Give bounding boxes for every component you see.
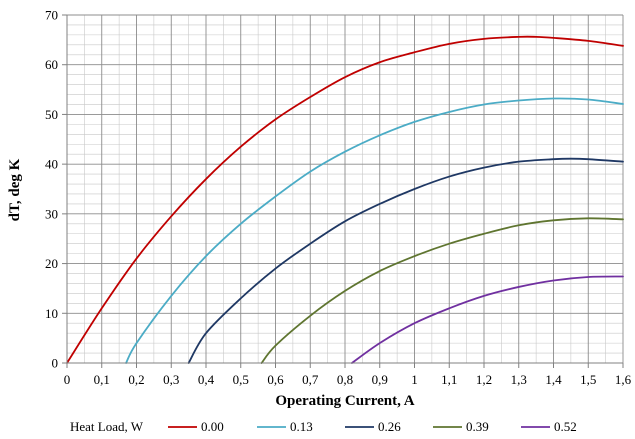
legend-label-0-00: 0.00	[201, 419, 224, 434]
legend-title: Heat Load, W	[70, 419, 144, 434]
x-tick-labels: 0 0,1 0,2 0,3 0,4 0,5 0,6 0,7 0,8 0,9 1 1,1 1,2 1,3 1,…	[64, 372, 632, 387]
y-tick-label: 40	[45, 157, 58, 172]
y-tick-labels: 0 10 20 30 40 50 60 70	[45, 8, 58, 371]
x-tick-label: 0,8	[337, 372, 353, 387]
x-tick-label: 1,6	[615, 372, 632, 387]
series-line-heat-load-0-26	[187, 157, 624, 364]
legend-label-0-52: 0.52	[554, 419, 577, 434]
legend-label-0-39: 0.39	[466, 419, 489, 434]
series-line-heat-load-0-13	[125, 97, 624, 364]
y-tick-label: 10	[45, 306, 58, 321]
legend-label-0-13: 0.13	[290, 419, 313, 434]
series-layer	[66, 35, 624, 364]
x-tick-label: 0,2	[128, 372, 144, 387]
y-tick-label: 50	[45, 107, 58, 122]
axes	[62, 14, 624, 368]
x-tick-label: 0,6	[267, 372, 284, 387]
x-tick-label: 0,5	[233, 372, 249, 387]
series-line-heat-load-0-52	[351, 275, 624, 364]
x-tick-label: 0,4	[198, 372, 215, 387]
x-tick-label: 1,5	[580, 372, 596, 387]
x-tick-label: 0,7	[302, 372, 319, 387]
series-line-heat-load-0-39	[260, 217, 624, 364]
grid-major	[67, 14, 624, 363]
y-axis-title: dT, deg K	[7, 158, 23, 221]
legend: Heat Load, W 0.00 0.13 0.26 0.39 0.52	[70, 419, 577, 434]
x-tick-label: 1,3	[511, 372, 527, 387]
x-tick-label: 0,3	[163, 372, 179, 387]
x-tick-label: 1,4	[545, 372, 562, 387]
x-tick-label: 0,1	[94, 372, 110, 387]
y-tick-label: 20	[45, 256, 58, 271]
series-line-heat-load-0-00	[66, 35, 624, 364]
x-axis-title: Operating Current, A	[275, 393, 414, 409]
x-tick-label: 1,1	[441, 372, 457, 387]
x-tick-label: 1,2	[476, 372, 492, 387]
x-tick-label: 0,9	[372, 372, 388, 387]
x-tick-label: 1	[411, 372, 418, 387]
legend-label-0-26: 0.26	[378, 419, 401, 434]
y-tick-label: 30	[45, 206, 58, 221]
y-tick-label: 0	[52, 356, 59, 371]
x-tick-label: 0	[64, 372, 71, 387]
y-tick-label: 70	[45, 8, 58, 23]
y-tick-label: 60	[45, 57, 58, 72]
